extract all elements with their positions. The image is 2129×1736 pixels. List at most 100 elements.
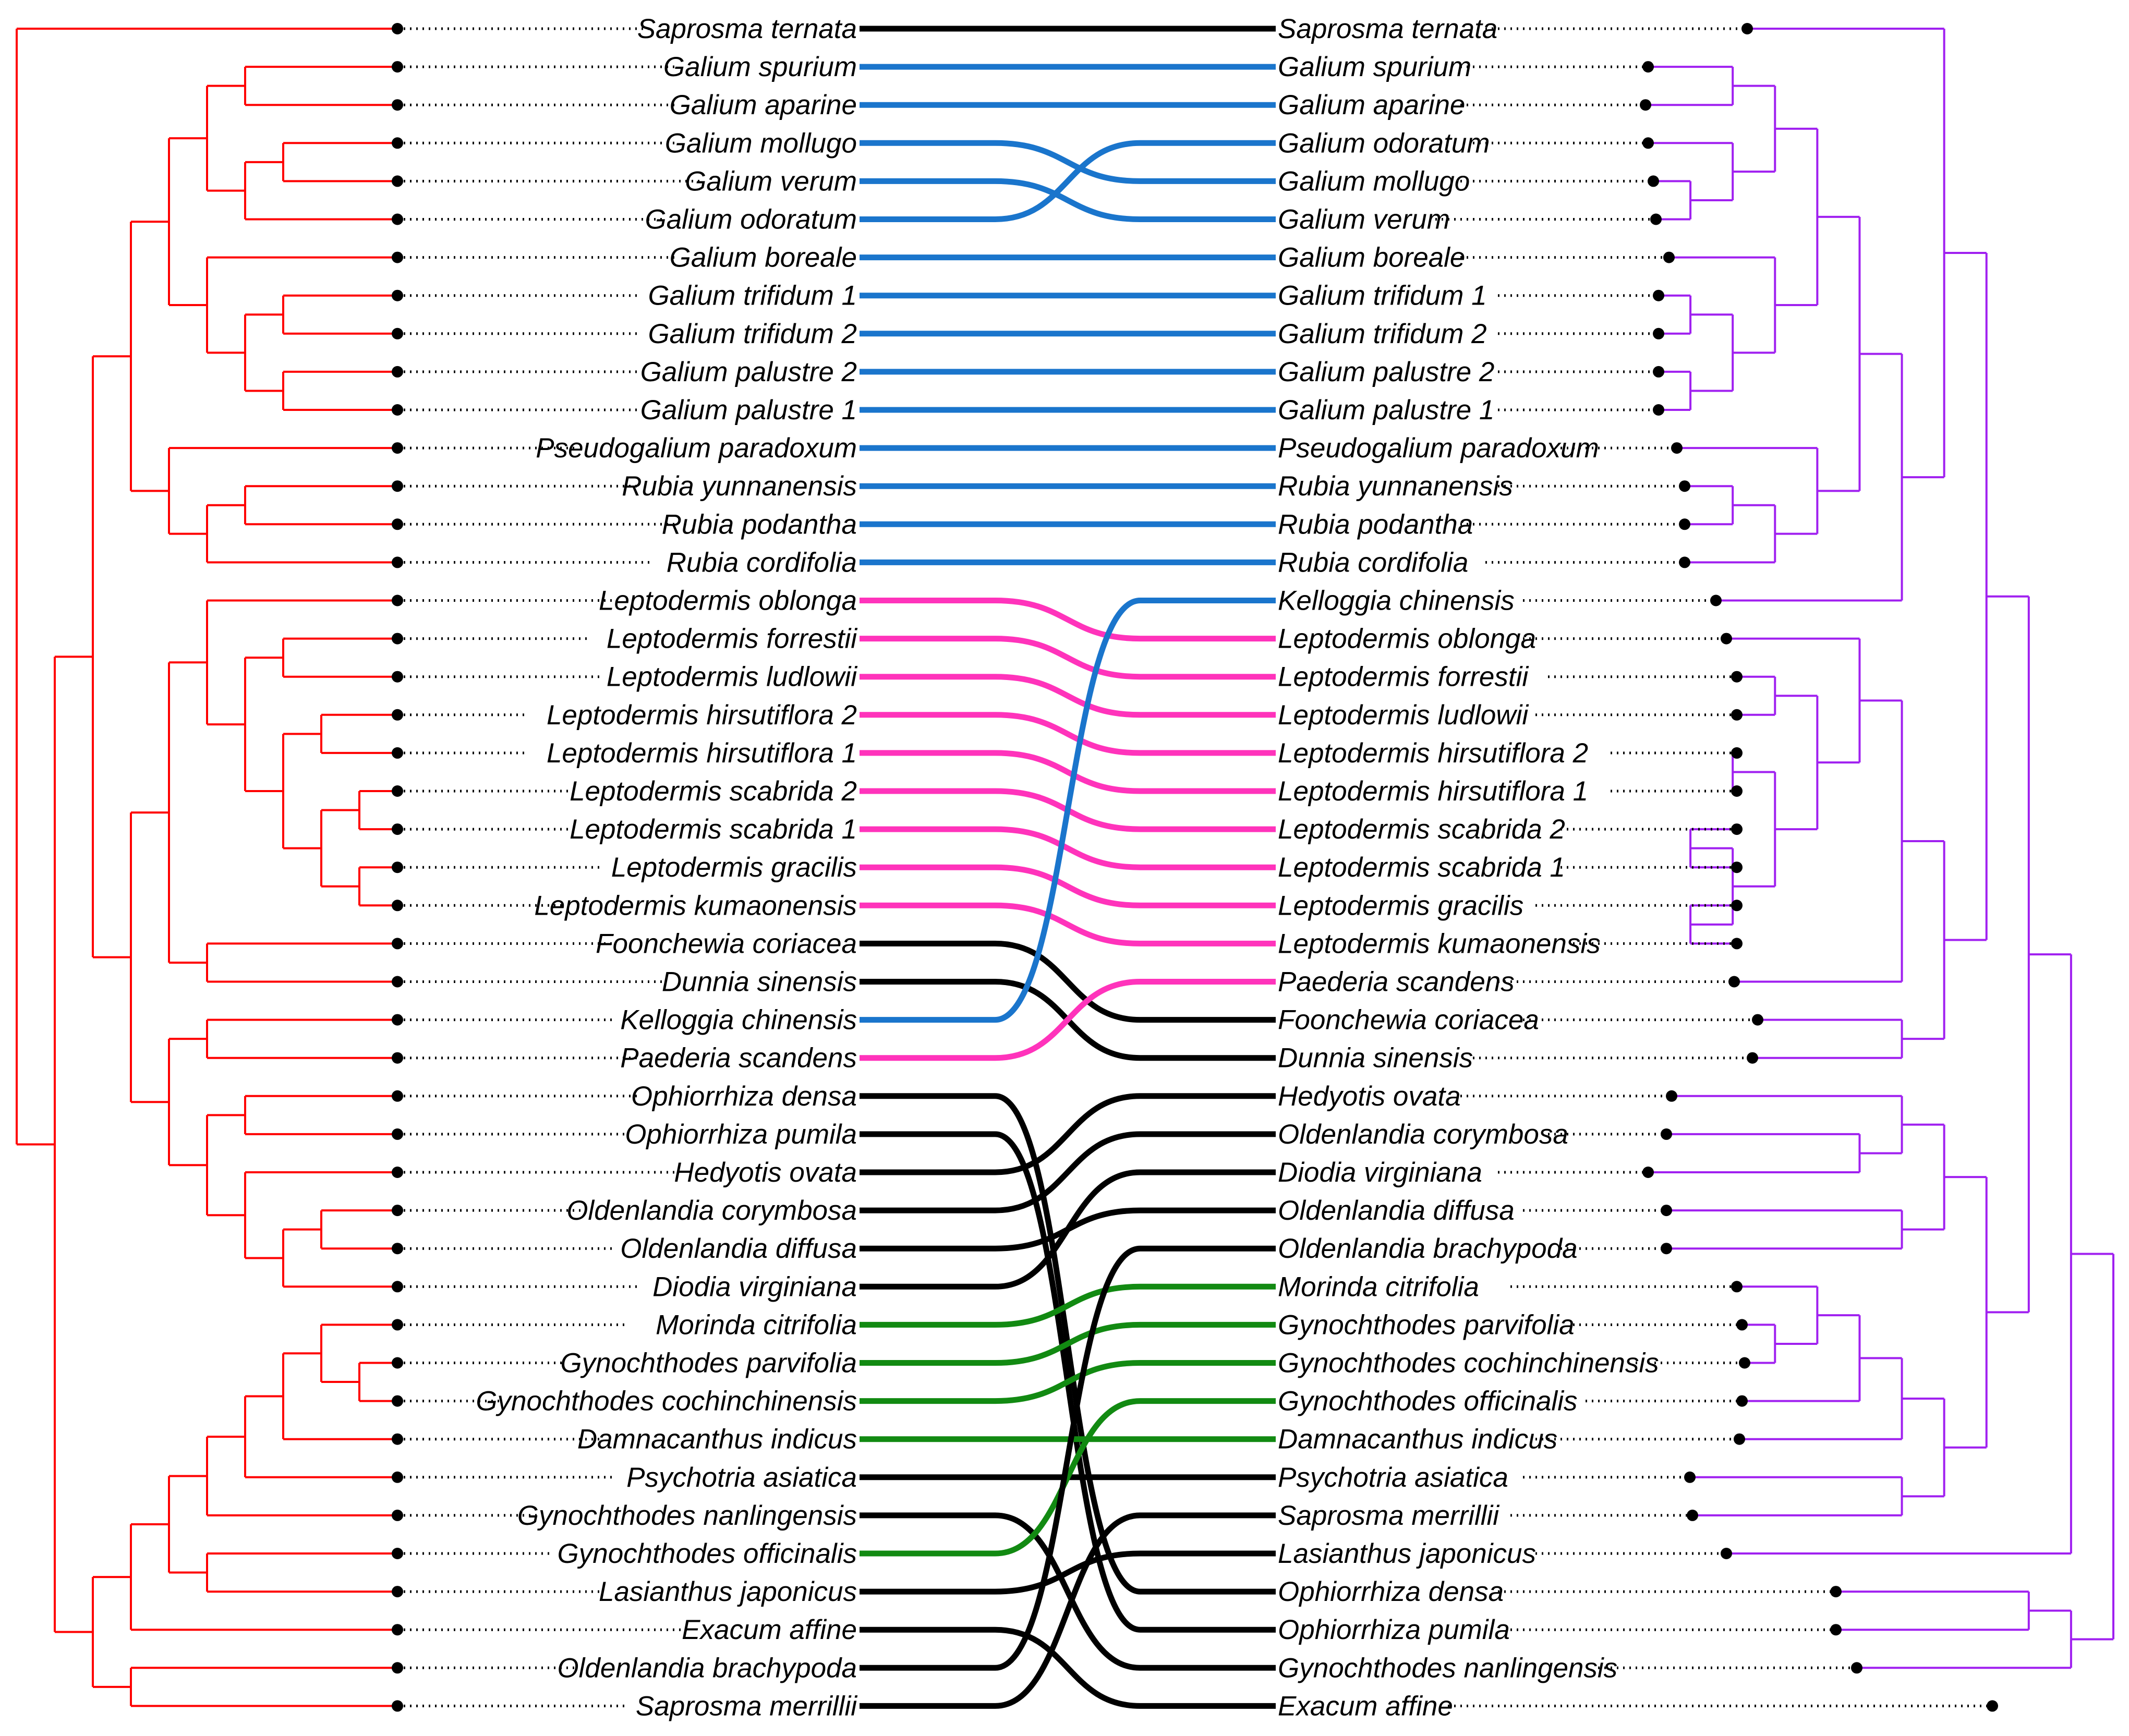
left-tip-dot [392,404,403,416]
left-tip-dot [392,442,403,454]
right-tip-dot [1731,709,1743,721]
left-taxon-psychotria-asiatica: Psychotria asiatica [626,1462,857,1493]
left-tip-dot [392,1205,403,1217]
right-tip-dot [1731,938,1743,950]
left-tip-dot [392,213,403,225]
right-tip-dot [1731,861,1743,873]
left-taxon-ophiorrhiza-pumila: Ophiorrhiza pumila [625,1119,857,1150]
left-tip-dot [392,1433,403,1445]
right-taxon-psychotria-asiatica: Psychotria asiatica [1278,1462,1508,1493]
link-leptodermis-hirsutiflora-2 [860,712,1276,756]
right-taxon-ophiorrhiza-pumila: Ophiorrhiza pumila [1278,1614,1510,1645]
link-morinda-citrifolia [860,1283,1276,1328]
right-tip-dot [1739,1357,1750,1369]
left-tip-dot [392,594,403,606]
link-leptodermis-gracilis [860,864,1276,908]
link-galium-verum [860,178,1276,222]
left-tip-dot [392,1052,403,1064]
left-taxon-rubia-cordifolia: Rubia cordifolia [667,547,857,578]
right-tip-dot [1721,1548,1732,1559]
right-taxon-leptodermis-oblonga: Leptodermis oblonga [1278,624,1536,654]
link-lasianthus-japonicus [860,1550,1276,1595]
left-tree [16,28,397,1707]
left-taxon-kelloggia-chinensis: Kelloggia chinensis [620,1005,857,1036]
right-tip-dot [1721,633,1732,645]
link-kelloggia-chinensis [860,598,1276,1023]
left-taxon-oldenlandia-brachypoda: Oldenlandia brachypoda [557,1653,857,1683]
link-gynochthodes-cochinchinensis [860,1360,1276,1404]
right-taxon-galium-boreale: Galium boreale [1278,242,1465,273]
right-taxon-galium-odoratum: Galium odoratum [1278,128,1490,159]
left-taxon-lasianthus-japonicus: Lasianthus japonicus [599,1576,857,1607]
left-taxon-leptodermis-hirsutiflora-1: Leptodermis hirsutiflora 1 [547,738,857,769]
right-taxon-oldenlandia-corymbosa: Oldenlandia corymbosa [1278,1119,1568,1150]
link-saprosma-merrillii [860,1512,1276,1709]
left-taxon-exacum-affine: Exacum affine [682,1614,857,1645]
right-taxon-gynochthodes-nanlingensis: Gynochthodes nanlingensis [1278,1653,1617,1683]
left-tip-dot [392,1167,403,1178]
link-leptodermis-kumaonensis [860,902,1276,946]
left-tip-dot [392,1243,403,1255]
left-taxon-galium-aparine: Galium aparine [670,90,857,120]
right-taxon-saprosma-merrillii: Saprosma merrillii [1278,1500,1499,1531]
left-taxon-gynochthodes-nanlingensis: Gynochthodes nanlingensis [517,1500,857,1531]
right-tip-dot [1752,1014,1763,1026]
left-tip-dot [392,1128,403,1140]
left-taxon-leptodermis-scabrida-2: Leptodermis scabrida 2 [570,776,857,807]
left-taxon-hedyotis-ovata: Hedyotis ovata [674,1157,857,1188]
link-leptodermis-hirsutiflora-1 [860,750,1276,794]
link-leptodermis-scabrida-1 [860,826,1276,870]
left-tip-dot [392,366,403,378]
right-taxon-leptodermis-scabrida-2: Leptodermis scabrida 2 [1278,814,1565,845]
left-taxon-leptodermis-oblonga: Leptodermis oblonga [599,586,857,616]
link-oldenlandia-corymbosa [860,1131,1276,1213]
right-taxon-rubia-yunnanensis: Rubia yunnanensis [1278,471,1513,502]
right-tip-dot [1653,327,1664,339]
left-tip-dot [392,1090,403,1102]
right-tip-dot [1741,23,1753,34]
left-tip-dot [392,1395,403,1407]
left-tip-dot [392,938,403,950]
left-tip-dot [392,61,403,73]
link-gynochthodes-parvifolia [860,1321,1276,1366]
right-taxon-hedyotis-ovata: Hedyotis ovata [1278,1081,1461,1112]
right-taxon-foonchewia-coriacea: Foonchewia coriacea [1278,1005,1539,1036]
left-taxon-rubia-yunnanensis: Rubia yunnanensis [622,471,857,502]
right-taxon-exacum-affine: Exacum affine [1278,1691,1453,1721]
right-taxon-leptodermis-scabrida-1: Leptodermis scabrida 1 [1278,852,1565,883]
left-leaves: Saprosma ternata Galium spurium Galium apa… [392,14,857,1721]
right-taxon-morinda-citrifolia: Morinda citrifolia [1278,1271,1479,1302]
right-taxon-leptodermis-gracilis: Leptodermis gracilis [1278,890,1523,921]
right-taxon-leptodermis-forrestii: Leptodermis forrestii [1278,662,1529,693]
left-taxon-galium-odoratum: Galium odoratum [645,204,857,235]
right-taxon-galium-verum: Galium verum [1278,204,1450,235]
left-taxon-diodia-virginiana: Diodia virginiana [652,1271,857,1302]
right-tip-dot [1747,1052,1758,1064]
right-tip-dot [1642,1167,1654,1178]
right-taxon-galium-trifidum-2: Galium trifidum 2 [1278,319,1487,349]
link-galium-odoratum [860,140,1276,222]
link-leptodermis-forrestii [860,636,1276,680]
left-tip-dot [392,747,403,759]
right-tip-dot [1731,900,1743,912]
right-taxon-galium-mollugo: Galium mollugo [1278,166,1470,197]
right-taxon-dunnia-sinensis: Dunnia sinensis [1278,1043,1473,1074]
left-taxon-galium-boreale: Galium boreale [670,242,857,273]
left-taxon-galium-spurium: Galium spurium [663,52,857,82]
right-tip-dot [1710,594,1722,606]
right-taxon-lasianthus-japonicus: Lasianthus japonicus [1278,1538,1536,1569]
left-tip-dot [392,99,403,111]
right-tip-dot [1731,671,1743,683]
left-taxon-galium-verum: Galium verum [685,166,857,197]
right-tip-dot [1736,1395,1748,1407]
left-taxon-gynochthodes-cochinchinensis: Gynochthodes cochinchinensis [476,1386,857,1417]
right-taxon-oldenlandia-brachypoda: Oldenlandia brachypoda [1278,1233,1578,1264]
right-taxon-saprosma-ternata: Saprosma ternata [1278,14,1497,44]
right-leaves: Saprosma ternata Galium spurium Galium apa… [1278,14,1998,1721]
right-tip-dot [1851,1662,1862,1674]
left-tip-dot [392,900,403,912]
link-gynochthodes-officinalis [860,1398,1276,1557]
link-foonchewia-coriacea [860,940,1276,1023]
left-tip-dot [392,1357,403,1369]
left-tip-dot [392,1662,403,1674]
